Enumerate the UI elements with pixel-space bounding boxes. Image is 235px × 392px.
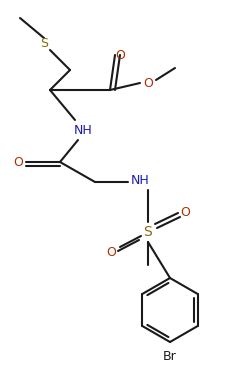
- Text: O: O: [106, 245, 116, 258]
- Text: O: O: [143, 76, 153, 89]
- Text: NH: NH: [74, 123, 92, 136]
- Text: Br: Br: [163, 350, 177, 363]
- Text: O: O: [115, 49, 125, 62]
- Text: S: S: [40, 36, 48, 49]
- Text: O: O: [180, 205, 190, 218]
- Text: O: O: [13, 156, 23, 169]
- Text: S: S: [144, 225, 152, 239]
- Text: NH: NH: [131, 174, 149, 187]
